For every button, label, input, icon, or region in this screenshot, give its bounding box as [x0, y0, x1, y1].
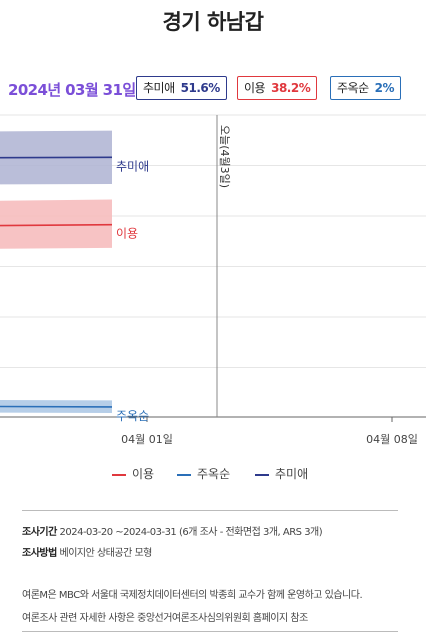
legend-swatch — [112, 473, 126, 476]
legend-item-ju[interactable]: 주옥순 — [177, 465, 230, 482]
survey-method-label: 조사방법 — [22, 548, 57, 559]
legend-swatch — [255, 473, 269, 476]
survey-period-value: 2024-03-20 ~2024-03-31 (6개 조사 - 전화면접 3개,… — [59, 527, 323, 538]
legend-item-lee[interactable]: 이용 — [112, 465, 154, 482]
candidate-badge-lee[interactable]: 이용 38.2% — [237, 76, 318, 100]
series-line-0 — [0, 156, 113, 159]
survey-note-2: 여론조사 관련 자세한 사항은 중앙선거여론조사심의위원회 홈페이지 참조 — [22, 613, 308, 624]
legend-label: 이용 — [132, 467, 155, 481]
series-end-label: 추미애 — [116, 159, 149, 173]
series-end-label: 이용 — [116, 227, 138, 241]
badge-name: 주옥순 — [337, 81, 369, 95]
confidence-band-1 — [0, 199, 112, 249]
candidate-badge-chu[interactable]: 추미애 51.6% — [136, 76, 227, 100]
x-tick-label: 04월 08일 — [366, 432, 418, 446]
badge-pct: 51.6% — [180, 81, 221, 95]
badge-name: 추미애 — [143, 81, 175, 95]
series-line-1 — [0, 223, 113, 227]
date-label: 2024년 03월 31일 — [8, 81, 136, 99]
divider-bottom — [22, 631, 398, 632]
series-line-2 — [0, 405, 113, 408]
legend-label: 추미애 — [275, 467, 309, 481]
x-tick-label: 04월 01일 — [121, 432, 173, 446]
page-title: 경기 하남갑 — [162, 10, 264, 34]
legend-item-chu[interactable]: 추미애 — [255, 465, 308, 482]
survey-method: 조사방법 베이지안 상태공간 모형 — [22, 544, 152, 559]
badge-pct: 38.2% — [271, 81, 311, 95]
survey-period: 조사기간 2024-03-20 ~2024-03-31 (6개 조사 - 전화면… — [22, 523, 323, 538]
survey-note-1: 여론M은 MBC와 서울대 국제정치데이터센터의 박종희 교수가 함께 운영하고… — [22, 590, 363, 601]
badge-name: 이용 — [244, 81, 266, 95]
candidate-badge-ju[interactable]: 주옥순 2% — [330, 76, 401, 100]
today-annotation: 오늘(4월3일) — [218, 125, 232, 188]
divider-top — [22, 510, 398, 511]
legend-label: 주옥순 — [197, 467, 231, 481]
legend-swatch — [177, 473, 191, 476]
badge-pct: 2% — [374, 81, 395, 95]
survey-period-label: 조사기간 — [22, 527, 57, 538]
series-end-label: 주옥순 — [116, 409, 149, 423]
survey-method-value: 베이지안 상태공간 모형 — [59, 548, 153, 559]
